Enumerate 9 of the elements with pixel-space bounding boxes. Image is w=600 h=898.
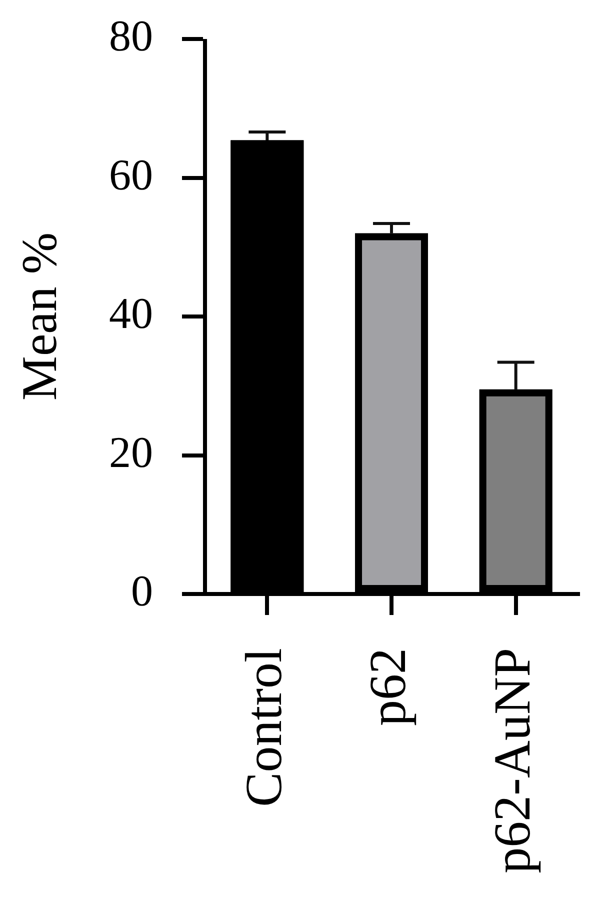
x-tick-label: Control — [236, 648, 293, 807]
y-tick-label: 40 — [109, 289, 153, 338]
y-axis-title: Mean % — [11, 232, 68, 400]
y-tick-label: 60 — [109, 150, 153, 200]
y-tick-label: 0 — [131, 566, 153, 616]
y-tick-label: 20 — [109, 428, 153, 477]
y-tick-label: 80 — [109, 12, 153, 61]
x-tick-label: p62-AuNP — [484, 648, 542, 874]
x-tick-label: p62 — [360, 648, 418, 726]
